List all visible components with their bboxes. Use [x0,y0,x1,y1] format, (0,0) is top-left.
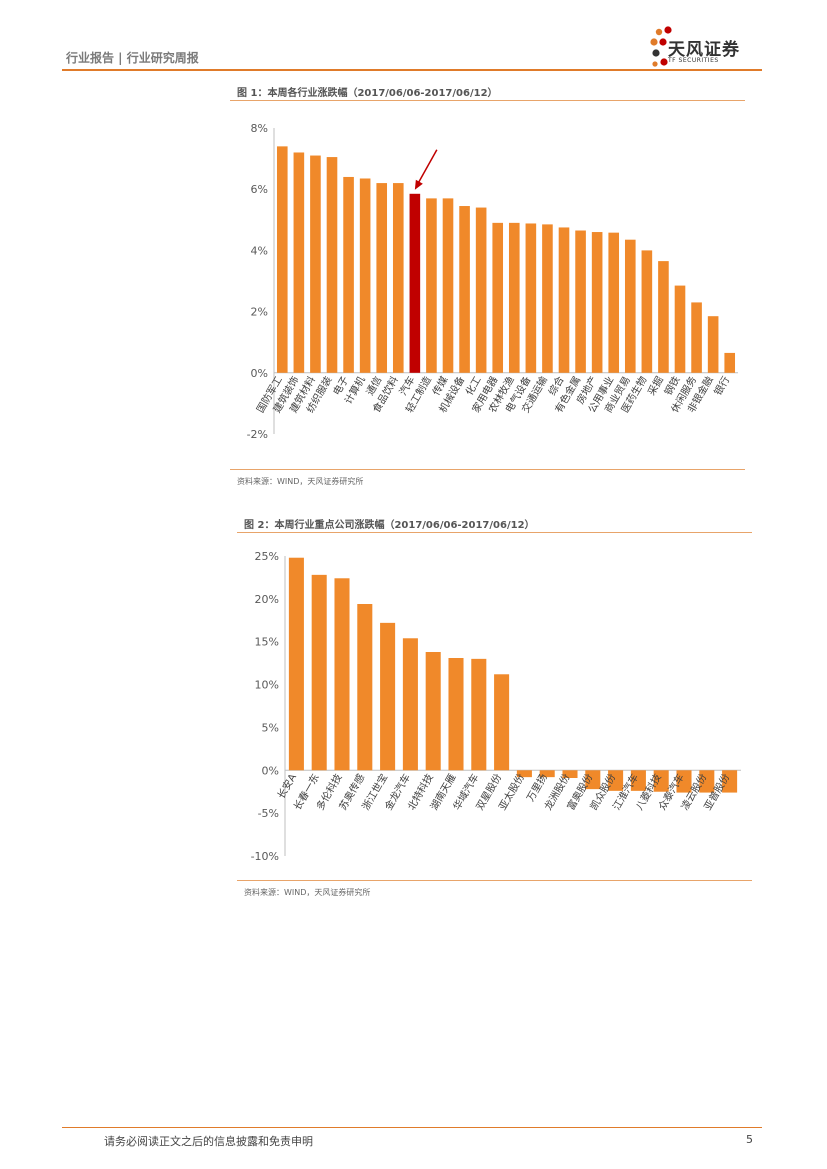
chart2-bar [630,770,646,791]
logo-petal [650,38,658,46]
chart2-y-tick-label: 10% [255,679,279,692]
chart1-bar [674,285,686,373]
chart1-bar [508,222,520,373]
header-divider [62,69,762,71]
logo-subtext: TF SECURITIES [668,57,719,64]
chart2-y-tick-label: 20% [255,593,279,606]
chart2-bar [676,770,692,793]
chart1-y-tick-label: 0% [251,367,268,380]
chart2-bar [448,658,464,771]
chart1-bar [707,316,719,373]
breadcrumb: 行业报告 | 行业研究周报 [66,51,199,65]
logo-text: 天风证券 [668,40,740,60]
chart2-bar [334,578,350,771]
chart2-bar [562,770,578,778]
chart2-bar [380,622,396,771]
logo-petal [660,58,668,66]
chart1-bar [293,152,305,373]
chart1-bar [658,261,669,373]
chart2-y-tick-label: 5% [262,721,279,734]
highlight-arrow-icon [417,149,438,185]
logo-petal [652,49,660,57]
chart1-category-label: 银行 [711,374,732,398]
chart2-bar [357,604,373,771]
chart2-bar [311,574,327,771]
chart1-bar [409,193,421,373]
figure2-source: 资料来源：WIND，天风证券研究所 [244,888,371,897]
chart2-bar [425,652,441,771]
logo-petal [652,61,658,67]
chart1-bar [442,198,454,373]
figure2-bottom-rule [237,880,752,881]
company-logo [650,26,672,67]
chart1-bar [525,223,537,373]
chart1-bar [343,176,354,373]
chart1-bar [326,157,338,373]
chart1-y-tick-label: 8% [251,122,268,135]
chart2-y-tick-label: -5% [258,807,279,820]
chart2-bar [516,770,532,778]
chart2-y-tick-label: 0% [262,764,279,777]
footer-disclaimer: 请务必阅读正文之后的信息披露和免责申明 [104,1135,313,1148]
page-header: 行业报告 | 行业研究周报 [62,40,762,72]
chart2-bar [539,770,555,778]
chart2-bar [402,638,418,771]
chart1-bar [724,352,736,373]
chart1-bar [276,146,288,373]
chart2-bar [608,770,624,791]
figure1-source: 资料来源：WIND，天风证券研究所 [237,477,364,486]
chart1-bar [575,230,586,373]
chart1-bar [608,232,620,373]
chart2-bar [471,658,487,771]
page-number: 5 [746,1133,753,1146]
highlight-arrow-head-icon [414,179,423,190]
chart1-bar [459,206,470,373]
chart1-bar [310,155,321,373]
figure2-title: 图 2：本周行业重点公司涨跌幅（2017/06/06-2017/06/12） [244,520,535,531]
company-change-chart: -10%-5%0%5%10%15%20%25%长安A长春一东多伦科技苏奥传感浙江… [251,550,741,863]
chart1-bar [475,207,487,373]
chart1-y-tick-label: 2% [251,306,268,319]
chart2-bar [722,770,738,793]
figure1-title-rule [230,100,745,101]
chart2-bar [288,557,304,771]
logo-petal [664,26,672,34]
chart2-bar [585,770,601,790]
chart2-bar [494,674,510,771]
chart1-bar [542,224,553,373]
chart1-bar [641,250,653,373]
chart1-y-tick-label: -2% [247,428,268,441]
chart1-bar [624,239,636,373]
chart2-y-tick-label: -10% [251,850,279,863]
figure1-title: 图 1：本周各行业涨跌幅（2017/06/06-2017/06/12） [237,88,498,99]
chart1-y-tick-label: 4% [251,244,268,257]
chart2-y-tick-label: 15% [255,636,279,649]
chart1-y-tick-label: 6% [251,183,268,196]
chart1-bar [591,232,603,373]
footer-divider [62,1127,762,1128]
chart1-bar [426,198,437,373]
chart1-bar [376,183,388,373]
logo-petal [655,28,663,36]
chart1-bar [359,178,371,373]
chart1-category-label: 采掘 [645,374,666,398]
chart2-y-tick-label: 25% [255,550,279,563]
chart2-bar [653,770,669,792]
chart1-bar [691,302,702,373]
logo-petal [659,38,667,46]
chart1-bar [558,227,570,373]
chart2-bar [699,770,715,793]
figure1-bottom-rule [230,469,745,470]
industry-change-chart: -2%0%2%4%6%8%国防军工建筑装饰建筑材料纺织服装电子计算机通信食品饮料… [247,122,738,441]
chart1-bar [492,222,504,373]
chart1-bar [392,183,404,373]
figure2-title-rule [237,532,752,533]
